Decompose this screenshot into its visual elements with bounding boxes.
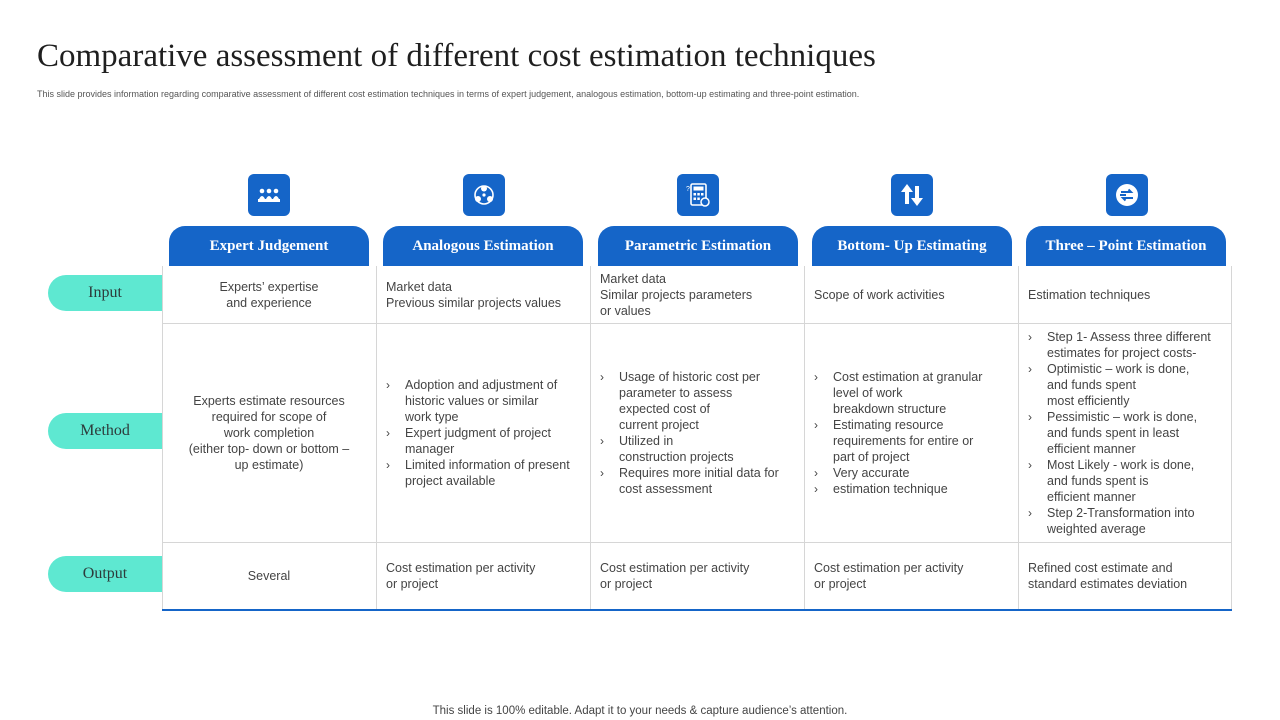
input-three-point-cell: Estimation techniques <box>1028 287 1151 302</box>
list-item: › Expert judgment of project manager <box>386 425 551 456</box>
output-bottom-up-cell: Cost estimation per activity or project <box>814 560 964 591</box>
column-header-bottom-up-estimating: Bottom- Up Estimating <box>812 226 1012 266</box>
row-label-output: Output <box>48 556 162 592</box>
input-expert-cell: Experts’ expertise and experience <box>219 279 319 310</box>
row-label-method: Method <box>48 413 162 449</box>
column-header-parametric-estimation: Parametric Estimation <box>598 226 798 266</box>
list-item: › Step 1- Assess three different estimate… <box>1028 329 1211 360</box>
column-header-expert-judgement: Expert Judgement <box>169 226 369 266</box>
list-item: › Estimating resource requirements for en… <box>814 417 974 464</box>
column-header-analogous-estimation: Analogous Estimation <box>383 226 583 266</box>
list-item: › Optimistic – work is done, and funds sp… <box>1028 361 1190 408</box>
method-analogous-cell: › Adoption and adjustment of historic val… <box>376 323 590 542</box>
list-item: › Utilized in construction projects <box>600 433 734 464</box>
method-parametric-cell: › Usage of historic cost per parameter to… <box>590 323 804 542</box>
method-bottom-up-cell: › Cost estimation at granular level of wo… <box>804 323 1018 542</box>
list-item: › Usage of historic cost per parameter to… <box>600 369 761 432</box>
list-item: › Most Likely - work is done, and funds s… <box>1028 457 1195 504</box>
row-label-input: Input <box>48 275 162 311</box>
list-item: › Adoption and adjustment of historic val… <box>386 377 558 424</box>
method-expert-cell: Experts estimate resources required for … <box>188 393 350 472</box>
input-analogous-cell: Market data Previous similar projects va… <box>386 279 562 310</box>
svg-text:?: ? <box>686 186 690 193</box>
column-header-three-point-estimation: Three – Point Estimation <box>1026 226 1226 266</box>
up-down-arrows-icon <box>891 174 933 216</box>
output-three-point-cell: Refined cost estimate and standard estim… <box>1028 560 1188 591</box>
slide-subtitle: This slide provides information regardin… <box>37 89 860 99</box>
input-bottom-up-cell: Scope of work activities <box>814 287 945 302</box>
list-item: › Cost estimation at granular level of wo… <box>814 369 983 416</box>
calculator-icon: ? <box>677 174 719 216</box>
method-three-point-cell: › Step 1- Assess three different estimate… <box>1018 323 1232 542</box>
transfer-arrows-icon <box>1106 174 1148 216</box>
list-item: › Requires more initial data for cost ass… <box>600 465 779 496</box>
list-item: › Step 2-Transformation into weighted ave… <box>1028 505 1195 536</box>
output-expert-cell: Several <box>247 568 291 583</box>
output-parametric-cell: Cost estimation per activity or project <box>600 560 750 591</box>
list-item: › estimation technique <box>814 481 948 496</box>
list-item: › Very accurate <box>814 465 910 480</box>
list-item: › Pessimistic – work is done, and funds s… <box>1028 409 1198 456</box>
slide-title: Comparative assessment of different cost… <box>37 38 876 74</box>
network-cluster-icon <box>463 174 505 216</box>
list-item: › Limited information of present project … <box>386 457 570 488</box>
team-meeting-icon <box>248 174 290 216</box>
input-parametric-cell: Market data Similar projects parameters … <box>600 271 753 318</box>
comparison-table: Experts’ expertise and experience Market… <box>162 266 1232 611</box>
slide-footer: This slide is 100% editable. Adapt it to… <box>432 705 848 717</box>
output-analogous-cell: Cost estimation per activity or project <box>386 560 536 591</box>
